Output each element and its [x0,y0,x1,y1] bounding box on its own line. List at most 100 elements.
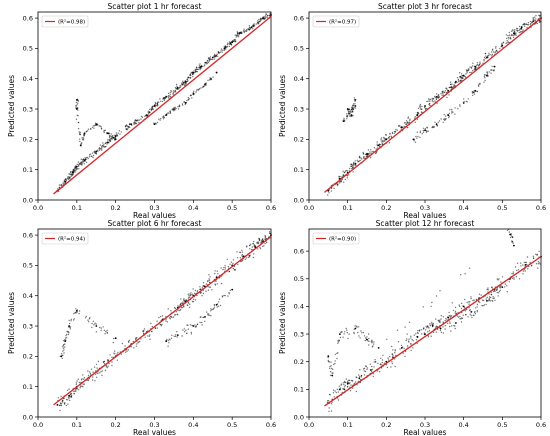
data-point [183,328,185,330]
data-point [103,363,106,365]
data-point [341,178,343,181]
data-point [539,14,541,17]
data-point [376,145,378,147]
data-point [484,74,486,76]
data-point [159,315,162,318]
data-point [435,295,438,297]
data-point [128,126,130,128]
data-point [448,112,450,115]
data-point [377,144,380,146]
data-point [112,341,115,344]
data-point [460,307,463,310]
data-point [159,323,161,326]
data-point [195,91,197,93]
data-point [470,296,472,298]
data-point [87,370,89,372]
data-point [346,118,348,120]
data-point [538,21,540,23]
data-point [93,127,95,129]
data-point [337,391,340,393]
data-point [467,68,469,71]
data-point [202,282,205,284]
data-point [339,336,342,339]
data-point [96,367,98,369]
data-point [172,93,174,96]
data-point [414,121,416,124]
data-point [75,167,77,169]
data-point [346,170,349,172]
data-point [355,376,357,378]
data-point [82,383,84,385]
data-point [514,33,517,35]
data-point [329,394,331,396]
data-point [73,318,76,320]
data-point [220,50,222,52]
data-point [233,40,235,43]
data-point [166,95,168,98]
data-point [216,283,218,285]
data-point [165,340,167,342]
data-point [458,81,460,83]
data-point [406,121,409,123]
data-point [442,316,444,318]
data-point [144,336,146,338]
data-point [461,76,464,79]
data-point [360,157,362,159]
data-point [70,392,73,395]
data-point [449,325,451,328]
data-point [435,123,438,126]
legend-box [312,232,360,245]
data-point [62,350,64,352]
data-point [435,318,437,320]
data-point [81,137,83,139]
data-point [343,171,345,174]
data-point [174,106,176,109]
data-point [335,391,337,394]
data-point [179,309,181,312]
data-point [69,177,71,179]
data-point [176,331,178,333]
data-point [434,95,436,98]
data-point [80,161,83,163]
data-point [268,231,271,233]
data-point [514,29,516,31]
data-point [405,123,407,126]
data-point [512,36,515,39]
data-point [162,118,165,120]
data-point [524,264,527,266]
fit-line [324,256,542,407]
data-point [202,65,204,68]
data-point [451,315,453,317]
data-point [473,93,476,95]
data-point [94,152,97,154]
data-point [263,15,265,18]
data-point [516,28,519,30]
data-point [256,22,259,24]
data-point [537,267,539,269]
data-point [404,326,406,328]
data-point [495,50,498,52]
data-point [438,120,441,122]
data-point [500,285,502,287]
data-point [348,379,350,381]
y-tick-label: 0.3 [23,322,33,330]
data-point [116,359,119,361]
data-point [427,130,429,132]
data-point [83,383,86,385]
data-point [224,45,227,47]
data-point [77,389,80,391]
data-point [434,100,436,102]
x-tick-label: 0.5 [497,204,507,212]
data-point [516,29,518,31]
legend-label: (R²=0.94) [58,236,85,243]
data-point [147,335,149,337]
data-point [502,41,505,43]
data-point [75,382,78,384]
data-point [440,318,442,320]
data-point [66,330,68,333]
data-point [184,103,186,106]
data-point [512,242,514,244]
data-point [482,62,484,64]
data-point [415,333,417,335]
data-point [354,105,357,107]
